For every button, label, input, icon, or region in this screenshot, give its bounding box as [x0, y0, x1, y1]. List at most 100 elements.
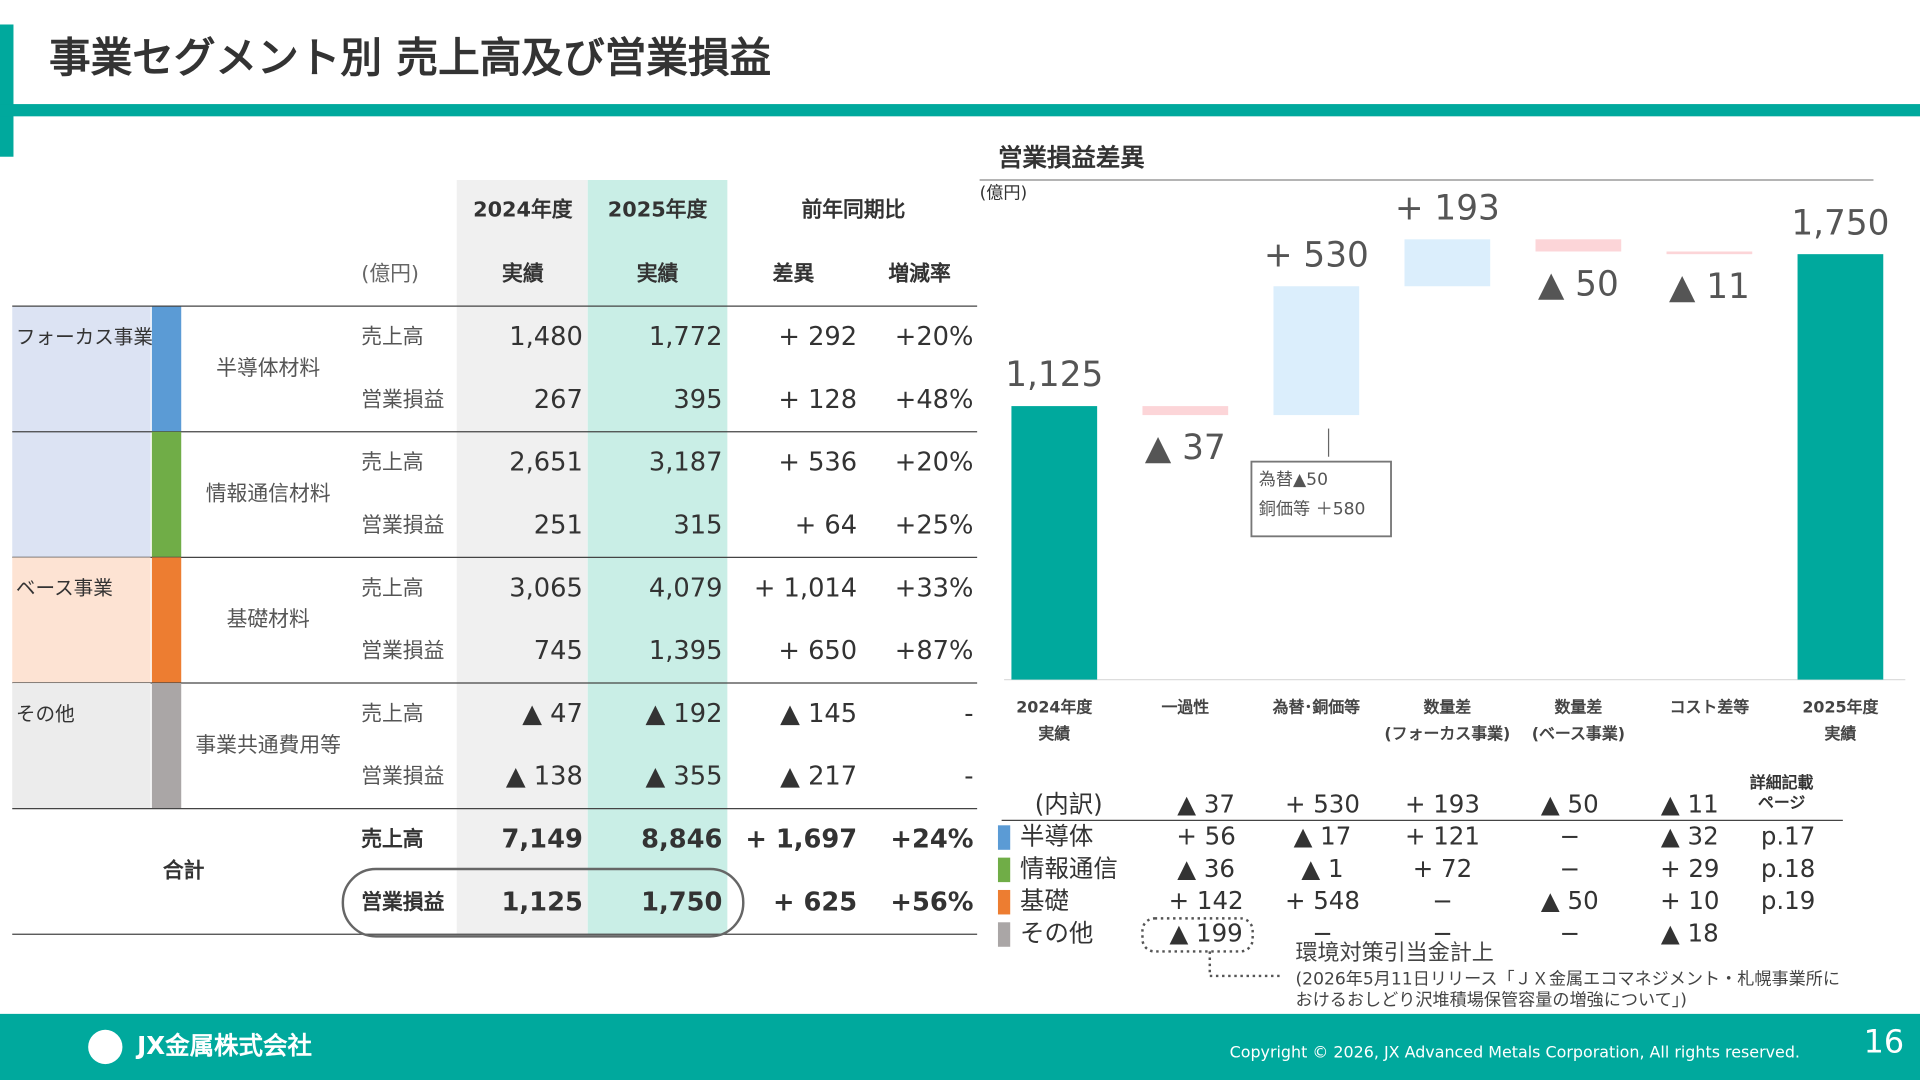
bar — [1535, 239, 1622, 252]
header-rule — [0, 104, 1920, 117]
cell: 2,651 — [509, 448, 583, 478]
cell: +56% — [890, 887, 973, 917]
breakdown-cell: p.17 — [1761, 822, 1815, 851]
bar — [1797, 254, 1884, 680]
column-header: 差異 — [773, 261, 815, 285]
cell: 1,125 — [502, 887, 583, 917]
breakdown-header: + 193 — [1405, 790, 1480, 819]
category-label: コスト差等 — [1670, 697, 1750, 716]
category-label: (フォーカス事業) — [1384, 724, 1510, 743]
category-label: 2024年度 — [1016, 697, 1092, 716]
breakdown-cell: ▲ 32 — [1661, 822, 1719, 851]
cell: 315 — [673, 510, 722, 540]
cell: + 128 — [778, 385, 857, 415]
cell: + 536 — [778, 448, 857, 478]
category-label: 数量差 — [1423, 697, 1471, 716]
row-label: 営業損益 — [361, 890, 444, 914]
value-label: 1,750 — [1791, 203, 1889, 243]
column-header: 実績 — [502, 261, 544, 285]
dotted-highlight — [1141, 917, 1254, 953]
breakdown-cell: ▲ 36 — [1177, 854, 1235, 883]
row-label: 営業損益 — [361, 387, 444, 411]
group-label: フォーカス事業 — [16, 325, 153, 348]
cell: 1,395 — [649, 636, 723, 666]
cell: 3,187 — [649, 448, 723, 478]
column-header: 増減率 — [888, 261, 951, 285]
segment-strip — [151, 306, 182, 432]
cell: + 650 — [778, 636, 857, 666]
company: JX金属株式会社 — [135, 1031, 312, 1060]
column-header: 実績 — [637, 261, 679, 285]
row-label: 営業損益 — [361, 639, 444, 663]
segment-label: 基礎材料 — [227, 607, 310, 631]
title: 事業セグメント別 売上高及び営業損益 — [49, 33, 771, 82]
breakdown-cell: ▲ 199 — [1169, 919, 1242, 948]
breakdown-cell: ▲ 18 — [1661, 919, 1719, 948]
swatch — [997, 889, 1011, 915]
cell: 8,846 — [641, 825, 722, 855]
year-header: 2025年度 — [608, 198, 708, 222]
bar — [1011, 406, 1098, 680]
cell: +20% — [895, 322, 974, 352]
group-bg — [12, 683, 151, 809]
breakdown-cell: ▲ 1 — [1301, 854, 1343, 883]
cell: ▲ 355 — [645, 762, 722, 792]
year-header: 2024年度 — [473, 198, 573, 222]
value-label: + 530 — [1264, 235, 1369, 275]
cell: + 64 — [795, 510, 857, 540]
cell: +25% — [895, 510, 974, 540]
row-label: 売上高 — [361, 325, 423, 349]
cell: 745 — [534, 636, 583, 666]
value-label: ▲ 11 — [1669, 267, 1750, 307]
cell: 1,750 — [641, 887, 722, 917]
footer-band — [0, 1013, 1920, 1080]
breakdown-cell: − — [1560, 919, 1581, 948]
group-label: ベース事業 — [16, 577, 113, 600]
breakdown-cell: − — [1560, 822, 1581, 851]
row-label: 売上高 — [361, 576, 423, 600]
swatch — [997, 825, 1011, 850]
cell: ▲ 145 — [780, 699, 857, 729]
unit: (億円) — [361, 261, 419, 285]
group-bg — [12, 557, 151, 684]
cell: 267 — [534, 385, 583, 415]
breakdown-header: ▲ 50 — [1541, 790, 1599, 819]
value-label: + 193 — [1395, 188, 1500, 228]
category-label: 一過性 — [1161, 697, 1209, 716]
bar — [1404, 239, 1491, 287]
category-label: (ベース事業) — [1532, 724, 1625, 743]
segment-strip — [151, 431, 182, 558]
breakdown-cell: − — [1560, 854, 1581, 883]
cell: + 1,697 — [745, 825, 857, 855]
unit: (億円) — [980, 183, 1028, 203]
breakdown-header: ▲ 37 — [1177, 790, 1235, 819]
row-label: 営業損益 — [361, 513, 444, 537]
cell: 251 — [534, 510, 583, 540]
category-label: 実績 — [1824, 724, 1856, 743]
breakdown-cell: − — [1432, 919, 1453, 948]
cell: ▲ 217 — [780, 762, 857, 792]
cell: 1,772 — [649, 322, 723, 352]
cell: + 1,014 — [754, 573, 857, 603]
cell: 3,065 — [509, 573, 583, 603]
row-label: 売上高 — [361, 701, 423, 725]
category-label: 為替･銅価等 — [1273, 697, 1361, 716]
year-header: 前年同期比 — [801, 198, 905, 222]
segment-label: 事業共通費用等 — [195, 733, 341, 757]
breakdown-cell: + 56 — [1176, 822, 1235, 851]
row-label: 営業損益 — [361, 764, 444, 788]
breakdown-header: (内訳) — [1035, 790, 1103, 819]
bar — [1273, 286, 1360, 416]
segment-strip — [151, 683, 182, 809]
cell: +24% — [890, 825, 973, 855]
row-label: 売上高 — [361, 450, 423, 474]
annotation-box — [1250, 460, 1392, 538]
breakdown-cell: − — [1432, 886, 1453, 915]
breakdown-label: 情報通信 — [1020, 854, 1118, 883]
page-number: 16 — [1864, 1022, 1905, 1060]
cell: +87% — [895, 636, 974, 666]
segment-strip — [151, 557, 182, 684]
breakdown-cell: + 548 — [1285, 886, 1360, 915]
swatch — [997, 922, 1011, 947]
breakdown-cell: + 121 — [1405, 822, 1480, 851]
